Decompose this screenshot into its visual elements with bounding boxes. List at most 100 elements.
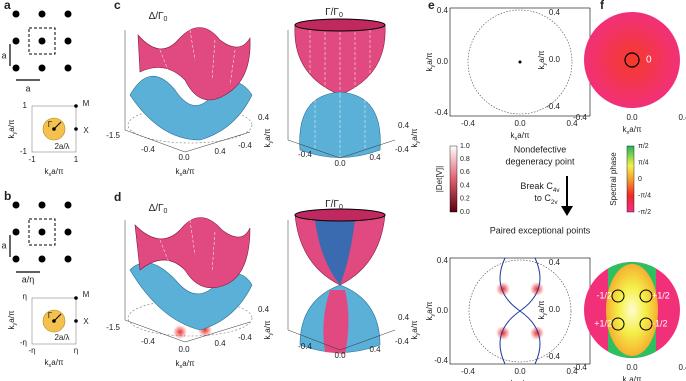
x-tick-label: -1 (28, 155, 36, 164)
panel-c-art (124, 18, 396, 159)
label-part: a/π (410, 320, 419, 333)
x-axis-label: kxa/π (176, 359, 195, 370)
z-tick-label: -1.5 (106, 323, 120, 332)
label-part: k (537, 65, 546, 70)
y-tick-label: 1 (23, 101, 28, 110)
label-part: a/π (410, 128, 419, 141)
x-tick-label: 0.4 (214, 339, 226, 348)
label-part: k (45, 358, 50, 367)
x-axis-label: kxa/π (176, 167, 195, 178)
label-part: k (511, 131, 516, 140)
x-axis-label: kxa/π (45, 358, 64, 369)
label-part: k (410, 335, 419, 340)
label-part: k (176, 359, 181, 368)
panel-label: d (114, 190, 121, 204)
x-tick-label: -0.4 (573, 363, 587, 372)
y-tick-label: -0.4 (434, 108, 448, 117)
colorbar-tick-label: 0.2 (460, 196, 470, 203)
label-part: a/π (51, 358, 64, 367)
x-axis-label: kxa/π (623, 125, 642, 136)
label-part: k (623, 125, 628, 134)
colorbar-tick-label: 0.4 (460, 182, 470, 189)
label-part: y (415, 141, 421, 144)
y-tick-label: -1 (20, 147, 28, 156)
panel-b-art (9, 201, 78, 345)
label-part: 0 (339, 204, 343, 211)
label-part: Δ/Γ (149, 11, 164, 22)
y-tick-label: 0.0 (437, 57, 449, 66)
label-part: 0 (164, 208, 168, 215)
x-tick-label: 1 (74, 155, 79, 164)
colorbar-tick-label: -π/4 (638, 192, 651, 199)
y-tick-label: 0.4 (437, 6, 449, 15)
panel-d-art (124, 208, 396, 354)
label-part: x (180, 172, 183, 178)
y-axis-label: kya/π (263, 128, 274, 147)
label-part: x (49, 363, 52, 369)
label-part: k (537, 315, 546, 320)
x-tick-label: 0.4 (566, 367, 578, 376)
label-part: k (176, 167, 181, 176)
charge-label: 0 (646, 55, 652, 66)
x-tick-label: 0.0 (514, 119, 526, 128)
panel-e-art (449, 7, 591, 365)
label-part: a/π (7, 119, 16, 132)
x-tick-label: 0.4 (369, 345, 381, 354)
point-label: M (83, 290, 90, 299)
label-part: Break C (520, 181, 553, 191)
y-tick-label: 0.4 (258, 305, 270, 314)
charge-label: +1/2 (652, 290, 670, 300)
spacing-label: a (25, 83, 30, 93)
label-part: k (410, 143, 419, 148)
y-tick-label: -0.4 (434, 356, 448, 365)
charge-label: -1/2 (596, 290, 612, 300)
plot-title: Γ/Γ0 (325, 7, 343, 20)
x-axis-label: kxa/π (511, 131, 530, 142)
label-part: a/π (517, 131, 530, 140)
label-part: k (45, 167, 50, 176)
label-part: Γ/Γ (325, 199, 339, 210)
charge-label: -1/2 (652, 318, 668, 328)
x-tick-label: -0.4 (573, 113, 587, 122)
label-part: to C (534, 193, 551, 203)
x-axis-label: kxa/π (45, 167, 64, 178)
x-tick-label: 0.0 (514, 367, 526, 376)
y-axis-label: kya/π (410, 320, 421, 339)
x-tick-label: -0.4 (461, 367, 475, 376)
x-tick-label: -η (28, 346, 35, 355)
z-tick-label: -1.5 (106, 131, 120, 140)
annotation: degeneracy point (505, 156, 575, 166)
label-part: a/π (182, 359, 195, 368)
y-tick-label: 0.0 (549, 305, 561, 314)
plot-title: Δ/Γ0 (149, 203, 168, 216)
colorbar-tick-label: 1.0 (460, 143, 470, 150)
colorbar-label: |Det[V]| (435, 166, 444, 192)
y-axis-label: kya/π (410, 128, 421, 147)
annotation: to C2v (534, 193, 558, 206)
spacing-label: a (1, 240, 6, 250)
x-tick-label: 0.0 (178, 345, 190, 354)
label-part: y (542, 63, 548, 66)
colorbar-tick-label: 0.8 (460, 156, 470, 163)
x-tick-label: 0.4 (566, 119, 578, 128)
label-part: a/π (425, 52, 434, 65)
label-part: a/π (51, 167, 64, 176)
annotation: Break C4v (520, 181, 560, 194)
y-axis-label: kya/π (425, 52, 436, 71)
panel-label: a (4, 0, 11, 12)
spacing-label: a/η (22, 274, 35, 284)
x-tick-label: -0.4 (461, 119, 475, 128)
y-tick-label: 0.4 (398, 313, 410, 322)
label-part: a/π (182, 167, 195, 176)
y-tick-label: 0.4 (549, 8, 561, 17)
y-tick-label: -0.4 (546, 352, 560, 361)
label-part: a/π (425, 301, 434, 314)
panel-f-art (584, 12, 680, 358)
spacing-label: a (1, 50, 6, 60)
label-part: y (430, 314, 436, 317)
x-tick-label: 0.0 (334, 351, 346, 360)
label-part: a/π (263, 320, 272, 333)
point-label: M (83, 99, 90, 108)
label-part: k (511, 379, 516, 381)
